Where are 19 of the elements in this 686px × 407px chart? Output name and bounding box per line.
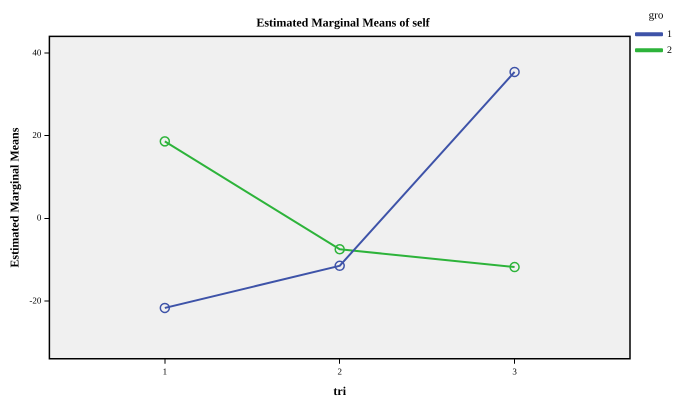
point <box>509 262 520 272</box>
point <box>160 136 170 147</box>
point <box>509 66 520 78</box>
legend-label: 1 <box>667 28 672 40</box>
y-axis-title: Estimated Marginal Means <box>7 127 22 268</box>
y-tick-label: 20 <box>32 130 42 140</box>
y-tick-label: 40 <box>32 47 42 58</box>
x-axis-title: tri <box>333 384 347 398</box>
x-tick-label: 3 <box>512 366 518 377</box>
y-tick-label: -20 <box>29 295 42 306</box>
point <box>334 244 345 255</box>
chart-title: Estimated Marginal Means of self <box>256 15 431 30</box>
x-tick-label: 1 <box>162 366 168 377</box>
x-tick-label: 2 <box>337 366 342 377</box>
y-tick-label: 0 <box>36 212 42 223</box>
legend-label: 2 <box>667 44 672 56</box>
point <box>334 260 345 272</box>
point <box>160 302 170 314</box>
legend-title: gro <box>648 9 664 22</box>
